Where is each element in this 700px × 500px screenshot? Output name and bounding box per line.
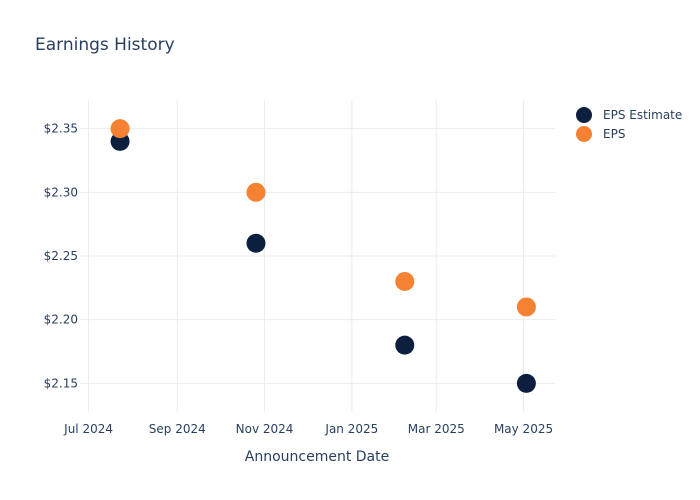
eps-estimate-point[interactable] [516, 373, 536, 393]
eps-point[interactable] [246, 182, 266, 202]
grid-lines [80, 100, 555, 412]
legend-item-eps-estimate[interactable]: EPS Estimate [576, 107, 682, 123]
x-tick-label: May 2025 [494, 422, 553, 436]
legend-label: EPS [603, 127, 625, 141]
y-axis-ticks: $2.15 $2.20 $2.25 $2.30 $2.35 [44, 122, 78, 391]
eps-estimate-point[interactable] [246, 233, 266, 253]
legend-marker [576, 126, 592, 142]
eps-point[interactable] [110, 119, 130, 139]
x-tick-label: Nov 2024 [236, 422, 294, 436]
x-tick-label: Sep 2024 [149, 422, 206, 436]
legend-marker [576, 107, 592, 123]
y-tick-label: $2.35 [44, 122, 78, 136]
eps-point[interactable] [395, 271, 415, 291]
data-points [110, 119, 536, 393]
x-tick-label: Jan 2025 [324, 422, 378, 436]
x-axis-ticks: Jul 2024 Sep 2024 Nov 2024 Jan 2025 Mar 2025… [63, 422, 553, 436]
x-tick-label: Mar 2025 [408, 422, 465, 436]
eps-point[interactable] [516, 297, 536, 317]
y-tick-label: $2.30 [44, 185, 78, 199]
chart-title: Earnings History [35, 35, 175, 55]
series-eps [110, 119, 536, 317]
y-tick-label: $2.25 [44, 249, 78, 263]
legend[interactable]: EPS Estimate EPS [576, 107, 682, 142]
y-tick-label: $2.15 [44, 376, 78, 390]
series-eps-estimate [110, 131, 536, 393]
x-tick-label: Jul 2024 [63, 422, 113, 436]
x-axis-title: Announcement Date [245, 449, 389, 465]
legend-item-eps[interactable]: EPS [576, 126, 625, 142]
y-tick-label: $2.20 [44, 313, 78, 327]
eps-estimate-point[interactable] [395, 335, 415, 355]
legend-label: EPS Estimate [603, 108, 682, 122]
